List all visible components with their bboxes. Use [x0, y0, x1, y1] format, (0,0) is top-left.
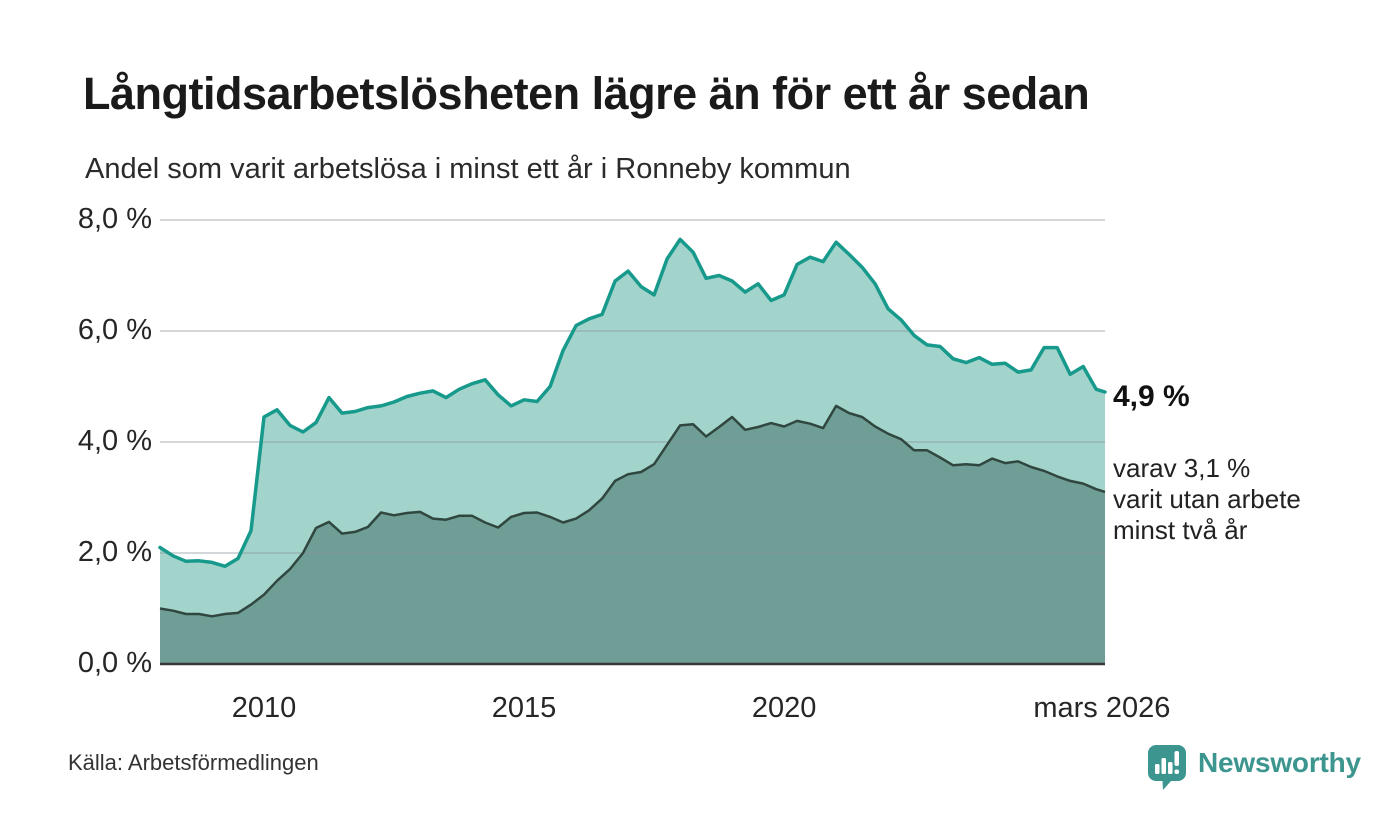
- page-title: Långtidsarbetslösheten lägre än för ett …: [83, 68, 1090, 119]
- series-2year-area: [160, 405, 1105, 664]
- two-year-annotation-line3: minst två år: [1113, 515, 1248, 545]
- two-year-annotation: varav 3,1 % varit utan arbete minst två …: [1113, 453, 1301, 546]
- two-year-annotation-line1: varav 3,1 %: [1113, 453, 1251, 483]
- brand-name: Newsworthy: [1198, 747, 1361, 778]
- gridlines: [160, 219, 1105, 554]
- x-tick-label: 2020: [751, 692, 817, 724]
- brand-lockup: Newsworthy: [1146, 743, 1361, 791]
- series-2year-line: [159, 404, 1106, 618]
- x-tick-label: mars 2026: [1033, 692, 1171, 724]
- y-tick-label: 4,0 %: [77, 425, 152, 457]
- latest-value-annotation: 4,9 %: [1113, 380, 1190, 413]
- x-tick-label: 2015: [491, 692, 557, 724]
- source-note: Källa: Arbetsförmedlingen: [68, 750, 319, 775]
- y-tick-label: 2,0 %: [77, 536, 152, 568]
- series-1year-line: [158, 237, 1107, 569]
- x-tick-label: 2010: [231, 692, 297, 724]
- y-tick-label: 0,0 %: [77, 647, 152, 679]
- newsworthy-logo-icon: [1148, 745, 1186, 790]
- y-tick-label: 6,0 %: [77, 314, 152, 346]
- y-tick-label: 8,0 %: [77, 203, 152, 235]
- two-year-annotation-line2: varit utan arbete: [1113, 484, 1301, 514]
- page-subtitle: Andel som varit arbetslösa i minst ett å…: [85, 153, 851, 185]
